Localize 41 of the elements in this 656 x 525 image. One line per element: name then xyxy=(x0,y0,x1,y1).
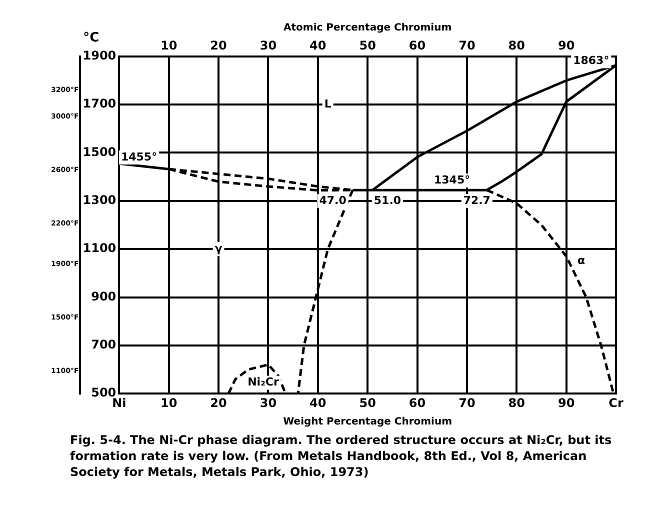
x-tick-label: 40 xyxy=(310,396,326,410)
x2-tick-label: 50 xyxy=(359,38,376,52)
y-tick-label: 700 xyxy=(91,338,116,352)
x-tick-label: 60 xyxy=(408,396,426,410)
x2-axis-title: Atomic Percentage Chromium xyxy=(284,22,452,34)
y-tick-label: 1300 xyxy=(82,193,116,208)
y-tick-label: 1700 xyxy=(82,96,116,111)
annotation: 1863° xyxy=(573,54,610,68)
y-tick-label: 1100 xyxy=(82,241,116,256)
annotation: Ni₂Cr xyxy=(248,376,280,389)
x2-tick-label: 70 xyxy=(458,38,476,52)
x2-tick-label: 60 xyxy=(408,38,426,52)
caption: Fig. 5-4. The Ni-Cr phase diagram. The ordered structure occurs at Ni₂Cr, but its formation rate is very low. (From Metals Handbook, 8th Ed., Vol 8, American Society for Metals, Metals Park, Ohio, 1973) xyxy=(70,432,613,481)
x2-tick-label: 20 xyxy=(210,38,227,52)
x2-tick-label: 40 xyxy=(310,38,326,52)
annotation: γ xyxy=(214,242,223,255)
x-axis-title: Weight Percentage Chromium xyxy=(283,416,452,428)
y-tick-label: 1500 xyxy=(82,144,116,159)
y-tick-label: 1900 xyxy=(82,48,116,63)
annotation: 1455° xyxy=(120,150,158,164)
annotation: 72.7 xyxy=(463,194,490,207)
x-tick-label: Ni xyxy=(112,396,126,410)
x2-tick-label: 10 xyxy=(160,38,178,52)
x-tick-label: 10 xyxy=(160,396,178,410)
annotation: 47.0 xyxy=(319,194,347,207)
y-tick-label: 900 xyxy=(91,289,116,304)
x-tick-label: 80 xyxy=(508,396,525,410)
x-tick-label: 50 xyxy=(359,396,376,410)
annotation: α xyxy=(577,254,586,267)
x-tick-label: 70 xyxy=(458,396,476,410)
annotation: L xyxy=(324,97,332,110)
x-tick-label: 90 xyxy=(558,396,575,410)
x-tick-label: 30 xyxy=(260,396,277,410)
x-tick-label: Cr xyxy=(608,396,624,410)
x2-tick-label: 90 xyxy=(558,38,575,52)
annotation: 1345° xyxy=(434,173,470,186)
x2-tick-label: 30 xyxy=(260,38,277,52)
annotation: 51.0 xyxy=(374,194,402,207)
x2-tick-label: 80 xyxy=(508,38,525,52)
x-tick-label: 20 xyxy=(210,396,227,410)
y-axis-title: °C xyxy=(83,30,100,46)
